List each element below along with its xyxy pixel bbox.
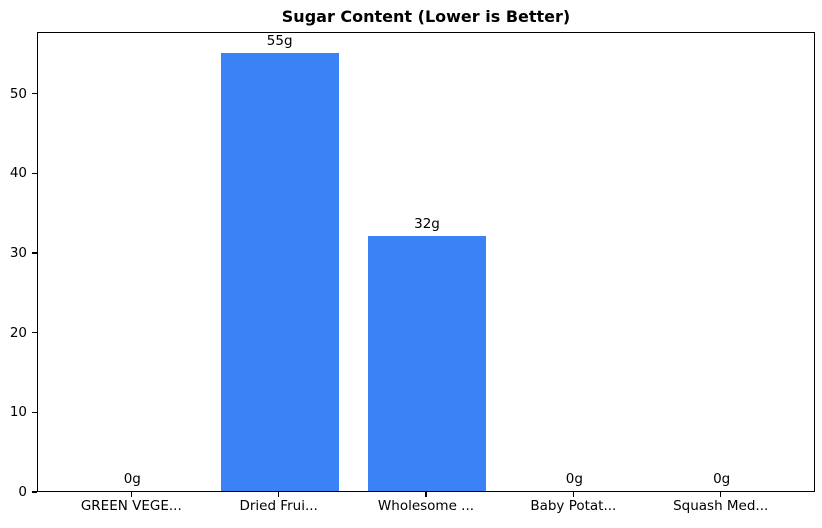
bar-value-label: 0g	[713, 471, 731, 487]
y-tick-mark	[32, 92, 37, 95]
y-tick-mark	[32, 331, 37, 334]
y-tick-label: 20	[9, 324, 27, 341]
bar	[220, 52, 339, 491]
x-tick-label: Baby Potat...	[530, 498, 617, 514]
y-tick-label: 0	[18, 484, 27, 500]
y-tick-label: 10	[9, 404, 27, 421]
y-tick-mark	[32, 491, 37, 493]
x-tick-label: Dried Frui...	[239, 498, 318, 514]
bar-value-label: 0g	[123, 471, 141, 487]
chart-title: Sugar Content (Lower is Better)	[281, 7, 571, 26]
plot-area: 0g 55g 32g 0g 0g	[37, 32, 815, 492]
x-tick-label: Squash Med...	[673, 498, 769, 514]
x-tick-mark	[572, 492, 575, 497]
bar-value-label: 0g	[565, 471, 583, 487]
bar	[368, 236, 486, 491]
bar-value-label: 55g	[266, 32, 293, 49]
x-tick-mark	[719, 492, 722, 497]
x-tick-mark	[425, 492, 427, 497]
y-tick-label: 30	[9, 245, 27, 262]
x-tick-mark	[130, 492, 133, 497]
y-tick-label: 40	[9, 165, 27, 182]
x-tick-label: Wholesome ...	[377, 498, 475, 514]
y-tick-mark	[32, 411, 37, 414]
x-tick-label: GREEN VEGE...	[80, 498, 182, 514]
y-tick-label: 50	[9, 85, 27, 102]
y-tick-mark	[32, 172, 37, 175]
y-tick-mark	[32, 252, 37, 254]
bar-value-label: 32g	[414, 216, 440, 233]
x-tick-mark	[277, 492, 280, 497]
